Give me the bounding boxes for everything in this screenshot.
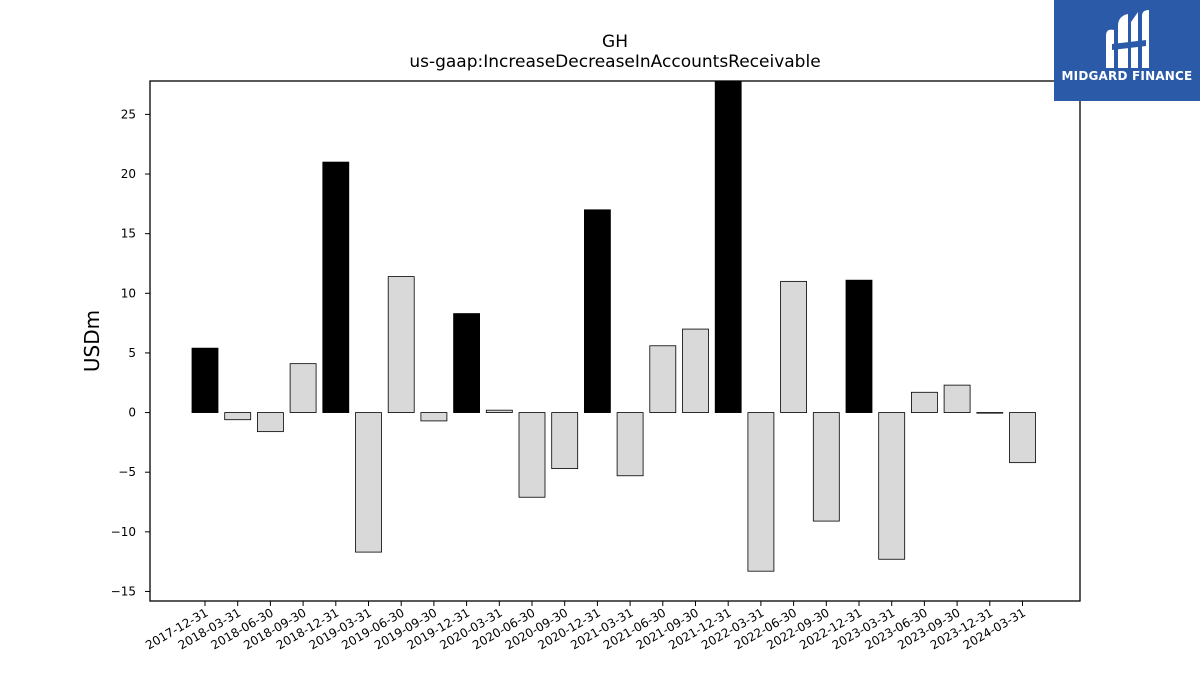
bar-2022-12-31 xyxy=(845,279,873,413)
bar-2021-06-30 xyxy=(649,345,677,413)
bar-2019-03-31 xyxy=(355,412,382,553)
midgard-finance-logo: MIDGARD FINANCE xyxy=(1054,0,1200,101)
y-tick-label: 0 xyxy=(128,406,136,420)
bar-2018-06-30 xyxy=(256,412,284,433)
y-tick-label: −10 xyxy=(111,525,136,539)
y-tick-label: 15 xyxy=(121,227,136,241)
bar-2023-03-31 xyxy=(878,412,906,560)
bar-2019-06-30 xyxy=(387,276,415,413)
logo-mark-icon xyxy=(1106,10,1149,69)
bar-2018-03-31 xyxy=(224,412,252,421)
y-tick-label: −5 xyxy=(118,465,136,479)
bar-2021-12-31 xyxy=(714,81,742,413)
y-tick-label: 10 xyxy=(121,286,136,300)
bar-2021-03-31 xyxy=(616,412,644,477)
chart-subtitle: us-gaap:IncreaseDecreaseInAccountsReceiv… xyxy=(409,52,821,72)
bar-2018-09-30 xyxy=(289,363,317,413)
bar-2017-12-31 xyxy=(191,347,219,413)
bar-2022-03-31 xyxy=(747,412,775,572)
bar-2023-12-31 xyxy=(976,412,1004,414)
bar-2022-09-30 xyxy=(812,412,840,522)
bar-2018-12-31 xyxy=(322,161,350,413)
bar-2023-06-30 xyxy=(911,391,938,413)
y-axis: −15 −10 −5 0 5 10 15 20 25 xyxy=(111,107,150,598)
plot-frame xyxy=(149,80,1081,602)
x-axis: 2017-12-312018-03-312018-06-302018-09-30… xyxy=(143,601,1028,652)
y-tick-label: 20 xyxy=(121,167,136,181)
y-tick-label: −15 xyxy=(111,584,136,598)
bar-2021-09-30 xyxy=(682,328,709,413)
y-tick-label: 5 xyxy=(128,346,136,360)
bar-2022-06-30 xyxy=(780,280,807,413)
bar-2024-03-31 xyxy=(1009,412,1036,464)
chart-title: GH xyxy=(602,32,628,52)
logo-text: MIDGARD FINANCE xyxy=(1061,69,1193,83)
bar-2020-06-30 xyxy=(518,412,546,498)
y-axis-label: USDm xyxy=(80,310,104,372)
bar-2020-03-31 xyxy=(485,409,513,413)
bar-2020-09-30 xyxy=(551,412,579,470)
bar-2019-09-30 xyxy=(420,412,448,422)
y-tick-label: 25 xyxy=(121,107,136,121)
bar-2019-12-31 xyxy=(453,313,481,413)
bar-2020-12-31 xyxy=(584,209,611,413)
bar-2023-09-30 xyxy=(943,384,971,413)
bars-group xyxy=(191,81,1036,572)
